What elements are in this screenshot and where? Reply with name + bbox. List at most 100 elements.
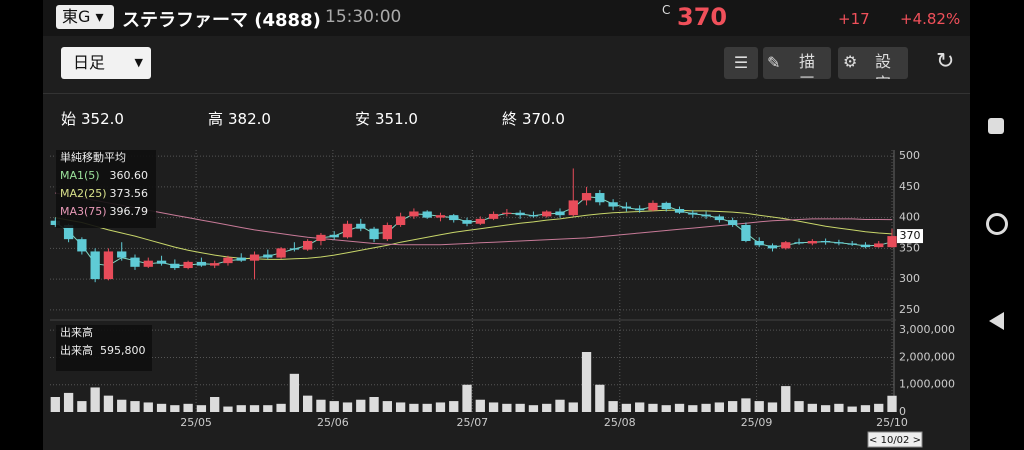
candle-body bbox=[767, 245, 778, 249]
volume-bar bbox=[50, 397, 60, 412]
volume-bar bbox=[143, 402, 153, 412]
ma-legend-title: 単純移動平均 bbox=[60, 150, 126, 164]
period: 日足 bbox=[73, 53, 106, 72]
candle-body bbox=[860, 244, 871, 248]
volume-bar bbox=[767, 402, 778, 412]
candle-body bbox=[223, 257, 233, 264]
y2-tick-label: 2,000,000 bbox=[899, 350, 955, 363]
volume-bar bbox=[528, 405, 539, 412]
volume-bar bbox=[263, 405, 273, 412]
candle-body bbox=[887, 236, 897, 248]
volume-bar bbox=[369, 397, 379, 412]
candle-body bbox=[608, 202, 618, 207]
volume-bar bbox=[90, 387, 100, 412]
legend-name: MA2(25) bbox=[60, 187, 107, 200]
nav-home[interactable] bbox=[986, 213, 1008, 235]
candle-body bbox=[103, 251, 114, 280]
settings-button[interactable]: ⚙設定 bbox=[838, 47, 908, 79]
candle-body bbox=[63, 225, 74, 240]
candle-body bbox=[156, 260, 167, 264]
candle-body bbox=[276, 248, 286, 258]
x-tick-label: 25/09 bbox=[741, 416, 773, 429]
ohlc-label: 終 bbox=[502, 110, 518, 128]
volume-bar bbox=[223, 406, 233, 412]
candle-body bbox=[568, 200, 578, 216]
ohlc-value: 351.0 bbox=[375, 110, 418, 128]
volume-bar bbox=[754, 401, 764, 412]
legend-value: 360.60 bbox=[110, 169, 149, 182]
candle-body bbox=[196, 261, 207, 266]
draw-button[interactable]: ✎描画 bbox=[763, 47, 831, 79]
volume-bar bbox=[648, 403, 658, 412]
candle-body bbox=[50, 220, 60, 226]
candle-body bbox=[754, 240, 764, 246]
separator bbox=[43, 93, 970, 94]
volume-bar bbox=[342, 402, 353, 412]
candle-body bbox=[794, 242, 804, 244]
volume-legend-title: 出来高 bbox=[60, 325, 93, 339]
volume-bar bbox=[595, 384, 605, 412]
market-select[interactable]: 東G ▾ bbox=[56, 5, 114, 29]
indicator-button[interactable]: ☰ bbox=[724, 47, 758, 79]
candle-body bbox=[369, 228, 379, 240]
nav-back[interactable] bbox=[989, 312, 1004, 330]
change: +17 bbox=[838, 10, 870, 28]
candle-body bbox=[249, 254, 260, 261]
volume-bar bbox=[515, 403, 525, 412]
candle-body bbox=[807, 240, 817, 244]
top-bar bbox=[43, 0, 970, 36]
candle-body bbox=[515, 212, 525, 216]
volume-bar bbox=[409, 403, 419, 412]
y2-tick-label: 0 bbox=[899, 405, 906, 418]
volume-bar bbox=[170, 405, 180, 412]
candle-body bbox=[356, 223, 366, 229]
volume-bar bbox=[130, 401, 140, 412]
ohlc-item: 高 382.0 bbox=[208, 108, 271, 129]
candle-body bbox=[688, 212, 698, 215]
candle-body bbox=[741, 225, 751, 241]
y2-tick-label: 1,000,000 bbox=[899, 378, 955, 391]
candle-body bbox=[820, 240, 831, 243]
cursor-date-box bbox=[867, 431, 923, 448]
candle-body bbox=[289, 248, 300, 250]
volume-bar bbox=[462, 384, 472, 412]
nav-recent[interactable] bbox=[988, 118, 1004, 134]
y-tick-label: 350 bbox=[899, 241, 920, 254]
candle-body bbox=[409, 211, 419, 217]
period-select[interactable]: 日足 ▼ bbox=[61, 47, 151, 79]
candle-body bbox=[130, 257, 140, 267]
volume-bar bbox=[781, 386, 791, 412]
ohlc-item: 始 352.0 bbox=[61, 108, 124, 129]
volume-bar bbox=[674, 403, 685, 412]
market: 東G bbox=[62, 7, 91, 26]
volume-bar bbox=[661, 405, 671, 412]
candle-body bbox=[382, 225, 392, 240]
candle-body bbox=[847, 243, 857, 245]
candle-body bbox=[342, 223, 353, 238]
legend-value: 396.79 bbox=[110, 205, 149, 218]
volume-bar bbox=[488, 402, 499, 412]
refresh-button[interactable]: ↻ bbox=[936, 49, 955, 74]
volume-bar bbox=[555, 399, 565, 412]
candle-body bbox=[236, 257, 246, 261]
candle-body bbox=[781, 242, 791, 249]
ma-line bbox=[55, 209, 893, 260]
candle-body bbox=[635, 208, 645, 211]
candle-body bbox=[117, 251, 127, 258]
legend-name: MA1(5) bbox=[60, 169, 100, 182]
close-mark: C bbox=[662, 3, 671, 17]
candle-body bbox=[542, 211, 552, 217]
volume-bar bbox=[356, 399, 366, 412]
volume-bar bbox=[741, 398, 751, 412]
volume-bar bbox=[249, 405, 260, 412]
volume-bar bbox=[63, 392, 74, 412]
candle-body bbox=[303, 240, 313, 250]
candle-body bbox=[502, 212, 512, 214]
x-tick-label: 25/07 bbox=[456, 416, 488, 429]
ma-legend-box bbox=[56, 150, 156, 228]
volume-bar bbox=[196, 405, 207, 412]
volume-bar bbox=[608, 401, 618, 412]
candle-body bbox=[621, 206, 632, 209]
